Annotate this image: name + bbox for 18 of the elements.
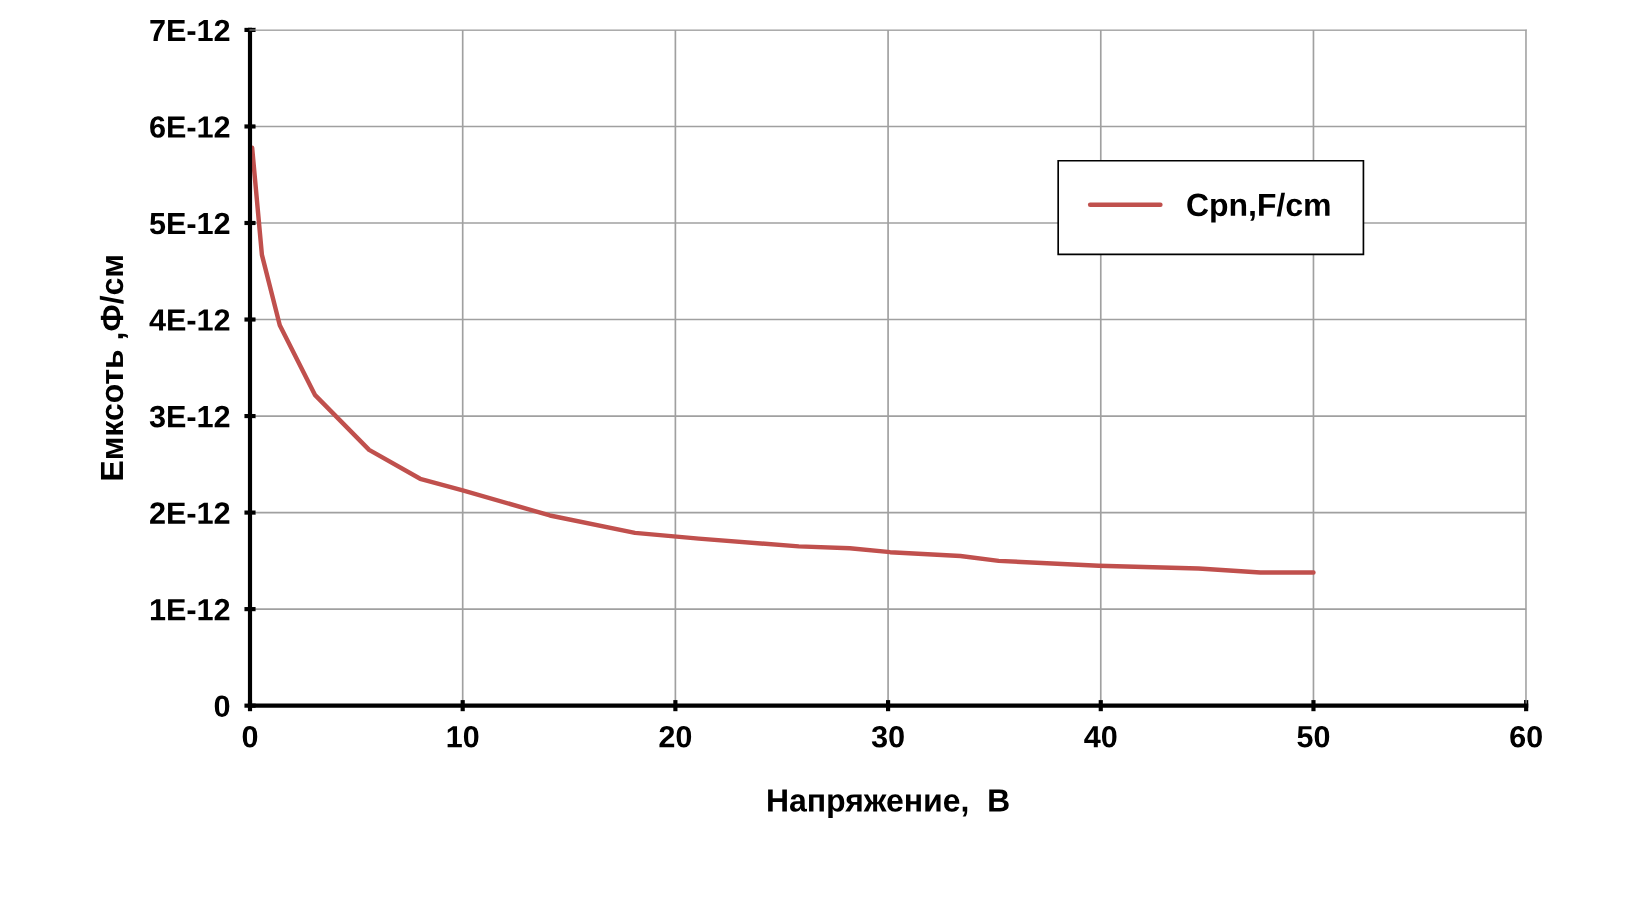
x-axis-title: Напряжение, В <box>768 789 1009 819</box>
x-tick-label: 50 <box>1297 725 1330 748</box>
x-tick-label: 20 <box>659 725 692 748</box>
x-tick-label: 0 <box>242 725 258 748</box>
y-tick-label: 2E-12 <box>150 502 230 524</box>
x-tick-label: 10 <box>447 725 479 748</box>
y-tick-label: 1E-12 <box>150 598 230 621</box>
y-tick-label: 5E-12 <box>149 212 230 235</box>
y-tick-label: 4E-12 <box>149 309 230 331</box>
x-tick-label: 30 <box>871 725 904 748</box>
y-tick-label: 6E-12 <box>150 116 230 138</box>
y-axis-title: Емксоть ,Ф/см <box>99 256 128 480</box>
x-tick-label: 40 <box>1084 725 1117 748</box>
y-tick-label: 0 <box>214 695 230 718</box>
y-tick-label: 7E-12 <box>150 19 230 41</box>
y-tick-label: 3E-12 <box>149 405 230 428</box>
x-tick-label: 60 <box>1510 725 1542 748</box>
legend-label: Cpn,F/cm <box>1187 192 1330 223</box>
